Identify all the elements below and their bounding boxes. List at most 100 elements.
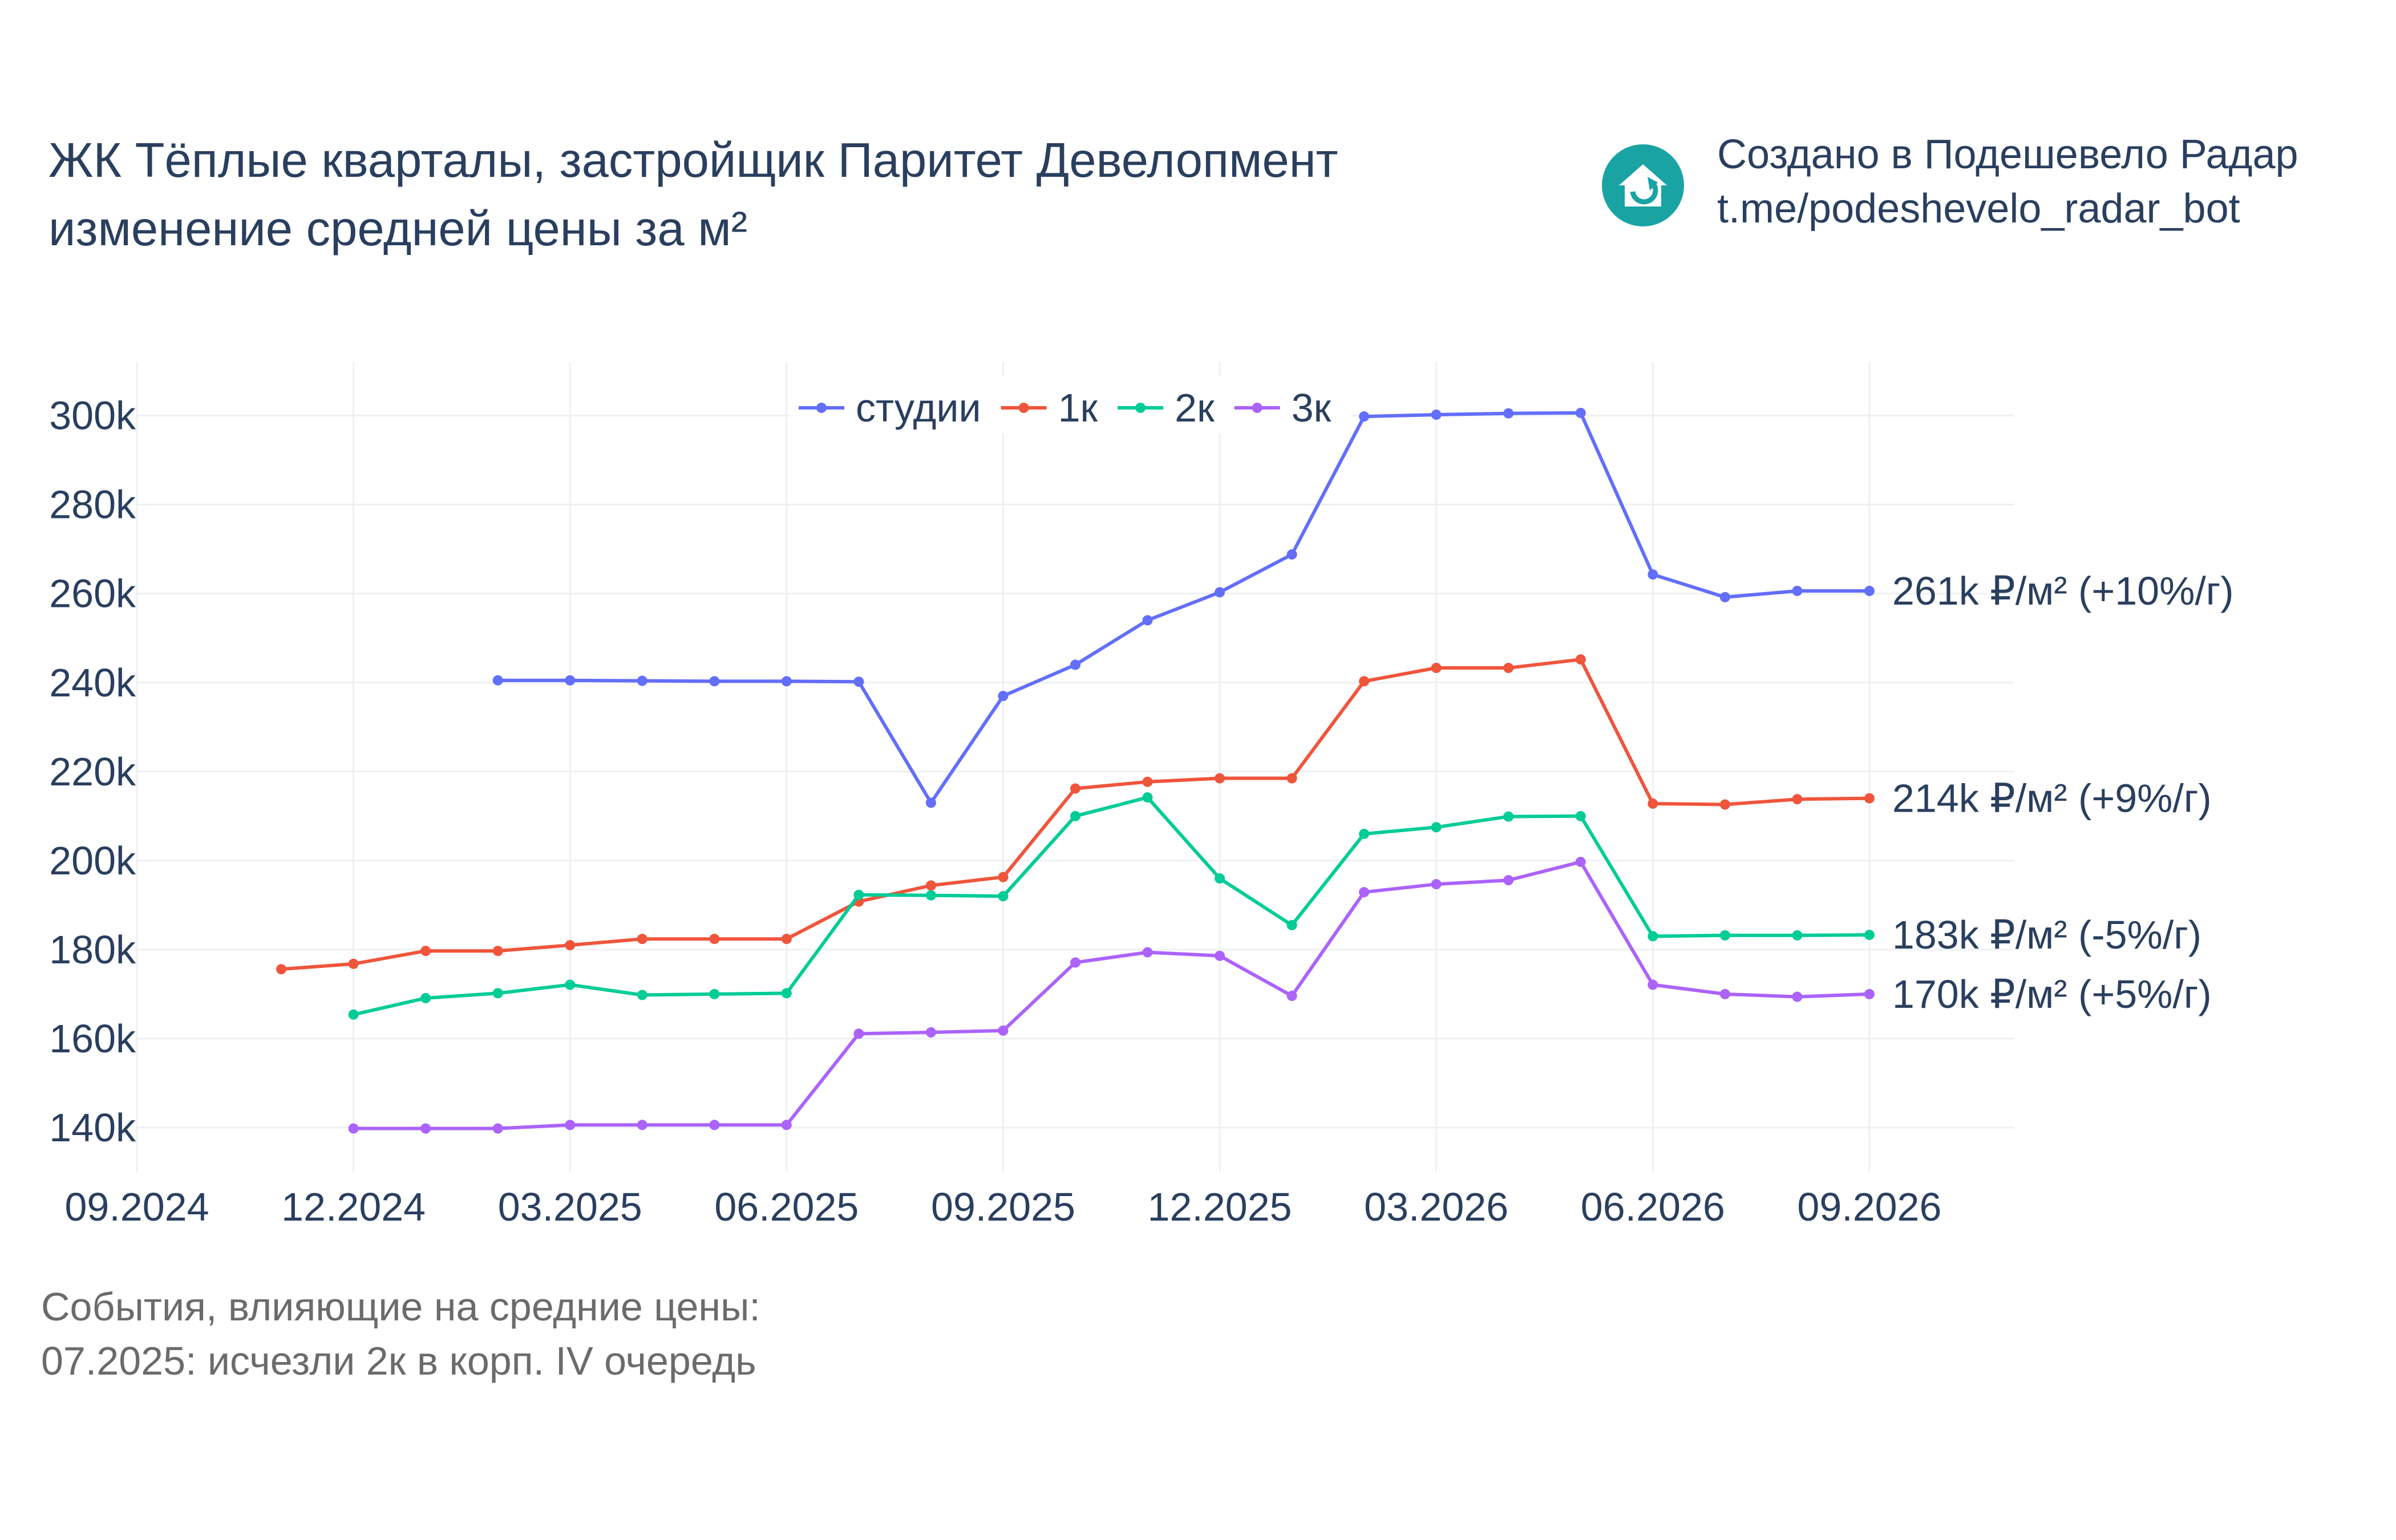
y-axis-ticks: 140k 160k 180k 200k 220k 240k 260k 280k 300k (49, 394, 136, 1150)
data-point (565, 675, 576, 686)
x-tick-label: 12.2025 (1148, 1185, 1292, 1229)
legend-swatch-marker (816, 403, 827, 413)
data-point (1431, 410, 1442, 420)
data-point (998, 891, 1009, 902)
data-point (1431, 879, 1442, 890)
end-value-label: 214k ₽/м² (+9%/г) (1892, 776, 2212, 821)
data-point (1359, 411, 1370, 422)
data-point (925, 880, 936, 891)
data-point (420, 1123, 431, 1134)
data-point (1503, 875, 1514, 886)
data-point (709, 676, 720, 687)
data-point (1575, 857, 1586, 868)
chart-title: ЖК Тёплые кварталы, застройщик Паритет Д… (48, 133, 1338, 188)
y-tick-label: 240k (49, 660, 136, 705)
end-value-label: 261k ₽/м² (+10%/г) (1892, 569, 2234, 613)
event-item: 07.2025: исчезли 2к в корп. IV очередь (41, 1339, 756, 1383)
series-line (497, 411, 1869, 805)
legend-label: студии (856, 386, 981, 430)
grid-lines (136, 362, 2014, 1172)
brand-link[interactable]: t.me/podeshevelo_radar_bot (1717, 186, 2240, 232)
data-point (1431, 822, 1442, 833)
series-1 (492, 407, 1875, 808)
data-point (1575, 810, 1586, 821)
refresh-arrow (1630, 182, 1658, 205)
data-point (1070, 659, 1080, 670)
data-point (637, 990, 647, 1000)
data-point (1503, 663, 1514, 674)
data-point (637, 934, 647, 945)
data-point (1792, 794, 1803, 805)
data-point (1286, 773, 1297, 784)
data-point (998, 691, 1009, 702)
y-tick-label: 160k (49, 1016, 136, 1061)
data-point (1142, 792, 1153, 803)
data-point (1215, 950, 1225, 961)
data-point (781, 988, 792, 999)
data-point (1648, 798, 1658, 809)
y-tick-label: 140k (49, 1105, 136, 1150)
series-line (353, 796, 1869, 1016)
data-point (492, 1123, 503, 1134)
series-4 (348, 857, 1875, 1134)
data-point (1359, 829, 1370, 840)
legend-swatch-marker (1135, 403, 1146, 413)
refresh-arrow-head (1648, 177, 1658, 191)
chart-subtitle: изменение средней цены за м² (48, 202, 747, 256)
data-point (1070, 783, 1080, 794)
end-value-label: 183k ₽/м² (-5%/г) (1892, 913, 2201, 957)
end-labels: 261k ₽/м² (+10%/г) 214k ₽/м² (+9%/г) 183k … (1892, 569, 2234, 1016)
data-point (1792, 586, 1803, 597)
data-point (1286, 549, 1297, 560)
legend-item[interactable]: 1к (1001, 386, 1098, 430)
data-point (709, 1120, 720, 1130)
data-point (1575, 407, 1586, 418)
legend-swatch-marker (1252, 403, 1262, 413)
x-tick-label: 09.2026 (1797, 1185, 1941, 1229)
data-point (1864, 988, 1875, 999)
data-point (781, 676, 792, 687)
series-3 (348, 792, 1875, 1020)
y-tick-label: 300k (49, 394, 136, 438)
series-layer (276, 407, 1875, 1134)
legend-item[interactable]: 3к (1234, 386, 1331, 430)
events-heading: События, влияющие на средние цены: (41, 1284, 760, 1329)
y-tick-label: 260k (49, 572, 136, 616)
x-tick-label: 06.2026 (1581, 1185, 1725, 1229)
data-point (348, 958, 359, 969)
brand-logo[interactable] (1602, 144, 1684, 226)
brand-line-1: Создано в Подешевело Радар (1717, 132, 2298, 177)
data-point (1359, 676, 1370, 687)
data-point (565, 979, 576, 990)
data-point (998, 872, 1009, 882)
data-point (276, 964, 287, 975)
series-2 (276, 654, 1875, 975)
data-point (1864, 930, 1875, 941)
x-tick-label: 12.2024 (281, 1185, 426, 1229)
legend[interactable]: студии 1к 2к 3к (790, 376, 1351, 433)
data-point (998, 1025, 1009, 1036)
x-tick-label: 03.2025 (498, 1185, 642, 1229)
data-point (1503, 811, 1514, 822)
legend-item[interactable]: студии (799, 386, 981, 430)
y-tick-label: 220k (49, 749, 136, 794)
data-point (925, 797, 936, 808)
data-point (1719, 591, 1730, 602)
data-point (420, 946, 431, 957)
data-point (348, 1123, 359, 1134)
data-point (1719, 799, 1730, 810)
data-point (925, 890, 936, 901)
data-point (565, 1120, 576, 1130)
data-point (1070, 810, 1080, 821)
end-value-label: 170k ₽/м² (+5%/г) (1892, 972, 2212, 1016)
legend-item[interactable]: 2к (1118, 386, 1215, 430)
data-point (1719, 930, 1730, 941)
data-point (348, 1009, 359, 1020)
y-tick-label: 280k (49, 483, 136, 527)
data-point (1142, 776, 1153, 787)
data-point (781, 1120, 792, 1130)
data-point (637, 675, 647, 686)
data-point (781, 934, 792, 945)
data-point (1431, 663, 1442, 674)
